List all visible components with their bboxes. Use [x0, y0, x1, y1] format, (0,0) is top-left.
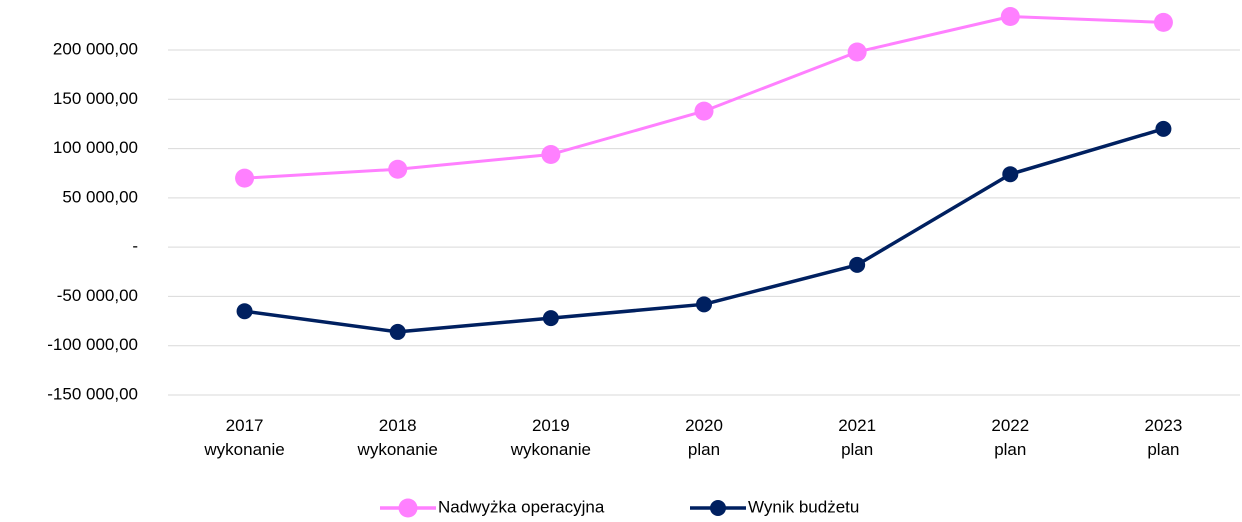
x-tick-label: 2020 plan	[685, 416, 723, 459]
y-tick-label: 50 000,00	[62, 187, 138, 206]
x-tick-label: 2021 plan	[838, 416, 876, 459]
x-tick-label: 2023 plan	[1145, 416, 1183, 459]
data-point	[1155, 120, 1172, 137]
data-point	[541, 144, 561, 164]
legend-marker	[710, 500, 726, 516]
y-tick-label: -50 000,00	[57, 286, 138, 305]
x-tick-label: 2022 plan	[991, 416, 1029, 459]
y-tick-label: -	[132, 237, 138, 256]
data-point	[847, 42, 867, 62]
data-point	[849, 256, 866, 273]
y-tick-label: 200 000,00	[53, 39, 138, 58]
data-point	[236, 303, 253, 320]
data-point	[388, 159, 408, 179]
data-point	[542, 310, 559, 327]
data-point	[696, 296, 712, 313]
y-tick-label: -100 000,00	[47, 335, 138, 354]
legend-label: Nadwyżka operacyjna	[438, 497, 605, 516]
data-point	[1153, 12, 1173, 32]
data-point	[235, 168, 255, 188]
y-tick-label: 150 000,00	[53, 89, 138, 108]
legend-label: Wynik budżetu	[748, 497, 859, 516]
data-point	[1000, 6, 1020, 26]
series-line	[244, 14, 1164, 180]
x-tick-label: 2017 wykonanie	[203, 416, 284, 459]
y-tick-label: -150 000,00	[47, 384, 138, 403]
y-tick-label: 100 000,00	[53, 138, 138, 157]
data-point	[694, 101, 714, 121]
legend-marker	[398, 498, 418, 518]
x-tick-label: 2018 wykonanie	[357, 416, 438, 459]
data-point	[389, 323, 406, 340]
x-tick-label: 2019 wykonanie	[510, 416, 591, 459]
data-point	[1002, 166, 1019, 183]
